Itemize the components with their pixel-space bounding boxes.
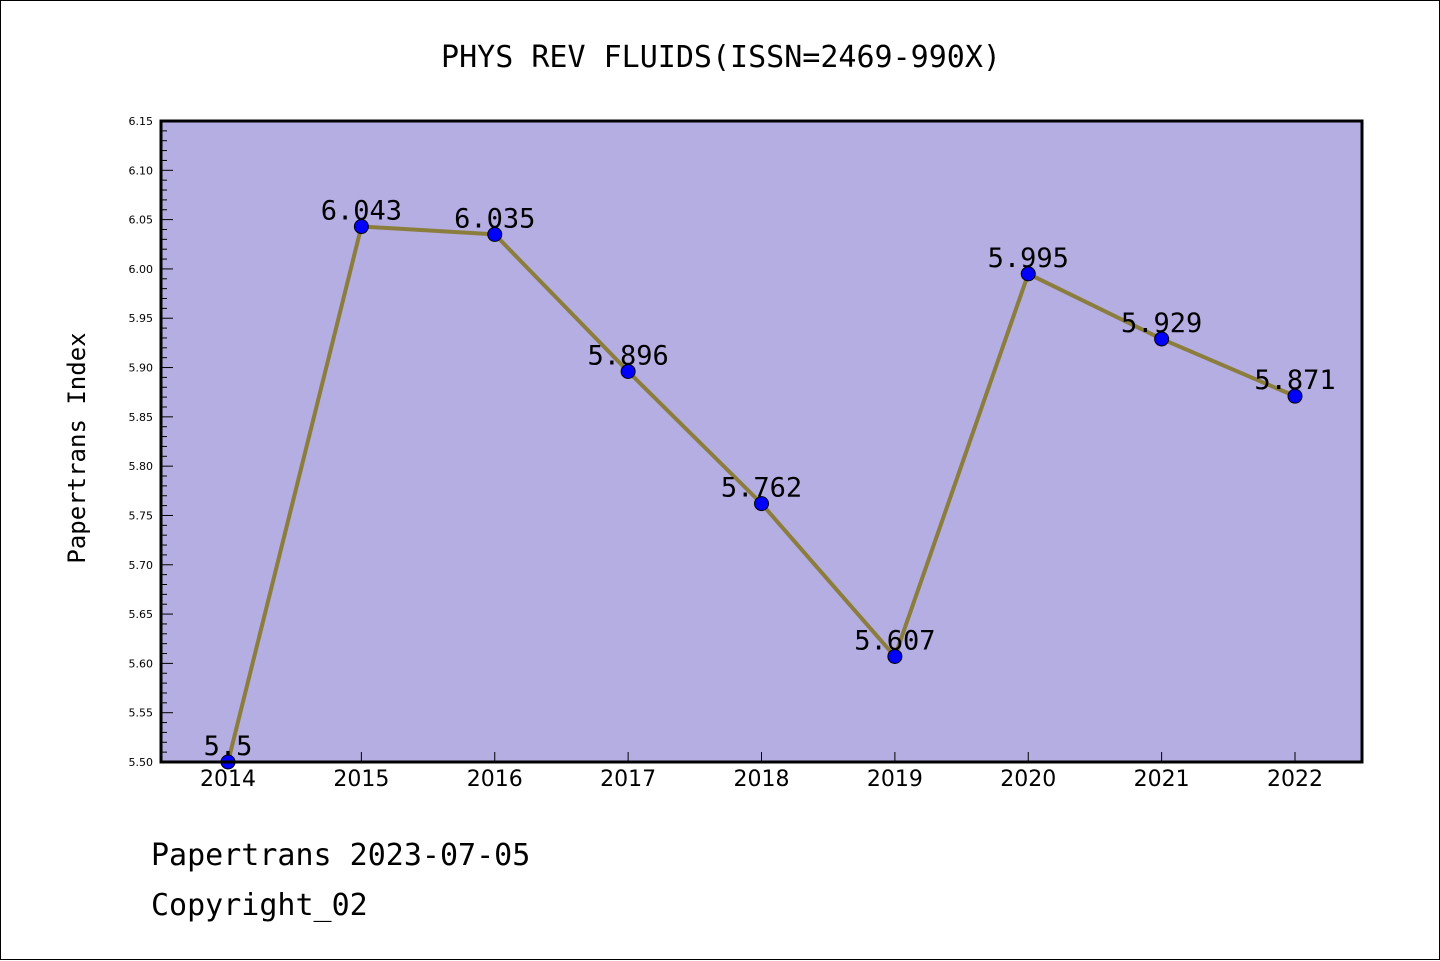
data-point: [887, 648, 903, 664]
x-axis: 2014 2015 2016 2017 2018 2019 2020 2021 2022: [200, 752, 1323, 792]
y-tick-label: 5.90: [129, 362, 154, 375]
x-tick-label: 2021: [1134, 767, 1190, 792]
y-tick-label: 6.15: [129, 115, 154, 128]
y-tick-label: 5.70: [129, 559, 154, 572]
data-point: [1154, 331, 1170, 347]
y-tick-label: 6.10: [129, 164, 154, 177]
x-tick-label: 2022: [1267, 767, 1323, 792]
x-tick-label: 2015: [333, 767, 389, 792]
data-point: [487, 226, 503, 242]
data-point: [754, 496, 769, 512]
footer-date: Papertrans 2023-07-05: [151, 838, 530, 873]
data-label: 5.762: [721, 473, 802, 504]
x-tick-label: 2020: [1000, 767, 1056, 792]
y-tick-label: 5.65: [129, 608, 154, 621]
y-tick-label: 5.75: [129, 509, 154, 522]
y-tick-label: 5.50: [129, 756, 154, 769]
x-tick-label: 2016: [467, 767, 523, 792]
x-tick-label: 2019: [867, 767, 923, 792]
x-tick-label: 2018: [734, 767, 790, 792]
data-point: [353, 219, 369, 235]
data-label: 5.995: [988, 243, 1069, 274]
footer-copyright: Copyright_02: [151, 888, 368, 923]
x-tick-label: 2014: [200, 767, 256, 792]
data-label: 5.607: [854, 625, 935, 656]
y-tick-label: 5.85: [129, 411, 154, 424]
plot-border: [159, 119, 1364, 764]
y-tick-label: 5.55: [129, 707, 154, 720]
data-points: [220, 219, 1303, 770]
y-tick-label: 5.95: [129, 312, 154, 325]
y-axis-label: Papertrans Index: [63, 332, 91, 563]
y-axis: 5.50 5.55 5.60 5.65 5.70 5.75 5.80 5.85 5.90 5.95…: [129, 115, 173, 769]
data-label: 5.871: [1254, 365, 1335, 396]
x-tick-label: 2017: [600, 767, 656, 792]
data-label: 6.043: [321, 196, 402, 227]
data-label: 6.035: [454, 203, 535, 234]
data-label: 5.929: [1121, 308, 1202, 339]
y-tick-label: 6.00: [129, 263, 154, 276]
y-tick-label: 6.05: [129, 214, 154, 227]
data-point: [1020, 266, 1036, 282]
data-labels: 5.5 6.043 6.035 5.896 5.762 5.607 5.995 5.929 5.…: [204, 196, 1336, 762]
data-label: 5.896: [587, 340, 668, 371]
chart-title: PHYS REV FLUIDS(ISSN=2469-990X): [441, 40, 1001, 75]
data-point: [620, 363, 636, 379]
data-point: [1287, 388, 1303, 404]
y-tick-label: 5.80: [129, 460, 154, 473]
data-label: 5.5: [204, 731, 253, 762]
y-tick-label: 5.60: [129, 657, 154, 670]
